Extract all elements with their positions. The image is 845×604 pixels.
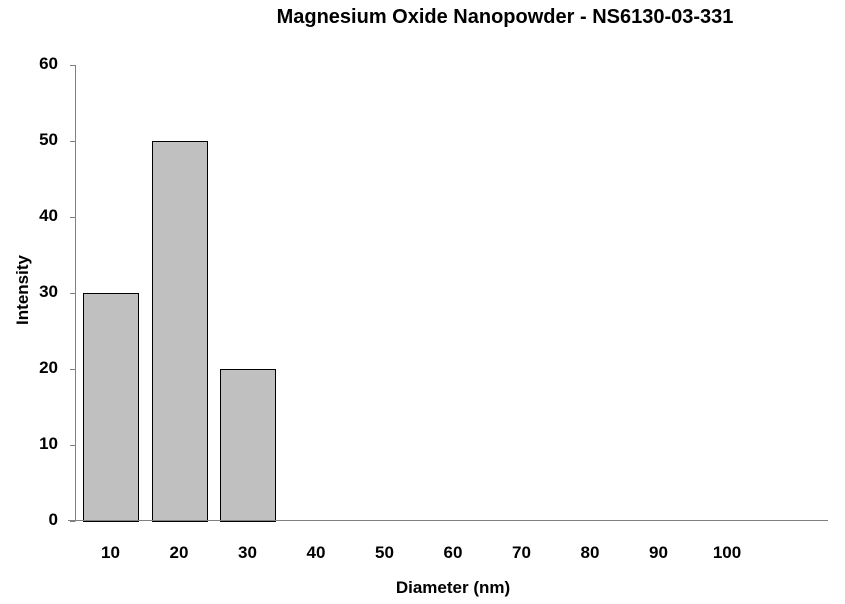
y-tick-label: 40	[39, 205, 58, 225]
x-tick-label: 20	[169, 543, 189, 562]
y-tick-label: 0	[48, 509, 58, 529]
y-tick-label: 60	[39, 54, 58, 73]
x-tick-label: 50	[375, 543, 394, 562]
bar-10	[83, 293, 139, 522]
y-axis-label: Intensity	[13, 255, 32, 325]
chart-title: Magnesium Oxide Nanopowder - NS6130-03-3…	[276, 6, 734, 28]
x-tick-label: 10	[101, 543, 120, 562]
x-axis-label: Diameter (nm)	[395, 578, 511, 597]
x-tick-label: 90	[649, 543, 668, 562]
bar-30	[220, 369, 276, 522]
x-tick-label: 80	[580, 543, 600, 562]
x-tick-label: 40	[306, 543, 326, 562]
y-tick-label: 10	[39, 433, 58, 453]
x-tick-label: 30	[238, 543, 257, 562]
x-tick-label: 100	[712, 543, 742, 562]
x-tick-label: 70	[512, 543, 531, 562]
bars	[83, 141, 276, 522]
y-tick-label: 50	[39, 129, 58, 149]
bar-20	[152, 141, 208, 522]
x-tick-label: 60	[443, 543, 463, 562]
y-tick-label: 30	[39, 281, 58, 301]
y-tick-label: 20	[39, 357, 58, 377]
y-axis-ticks	[70, 65, 76, 522]
